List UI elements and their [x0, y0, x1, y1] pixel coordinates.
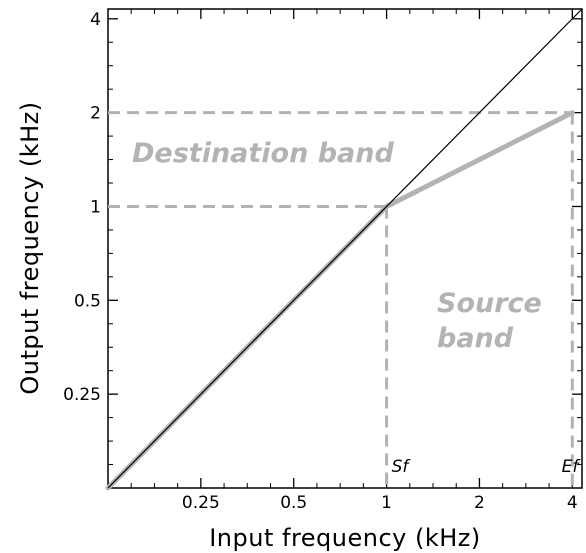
y-tick-label: 2 [90, 104, 101, 124]
plot-frame [107, 8, 583, 489]
annotation-destination-band: Destination band [132, 138, 394, 169]
tick-labels: 0.25 0.5 1 2 4 0.25 0.5 1 2 4 [63, 10, 578, 513]
y-tick-label: 4 [90, 10, 101, 30]
y-tick-label: 0.5 [74, 291, 101, 311]
y-tick-label: 0.25 [63, 385, 101, 405]
series-lines [105, 8, 583, 491]
annotation-source-band-line1: Source [437, 288, 542, 319]
marker-ef: Ef [562, 457, 582, 477]
x-tick-label: 1 [381, 493, 392, 513]
series-identity [107, 8, 583, 489]
x-axis-title: Input frequency (kHz) [209, 524, 481, 552]
x-tick-label: 2 [474, 493, 485, 513]
band-guides [108, 111, 574, 488]
x-tick-label: 0.5 [280, 493, 307, 513]
x-tick-label: 4 [567, 493, 578, 513]
y-tick-label: 1 [90, 197, 101, 217]
annotation-source-band-line2: band [437, 323, 514, 354]
y-axis-title: Output frequency (kHz) [16, 101, 44, 394]
minor-ticks [108, 9, 582, 488]
x-tick-label: 0.25 [182, 493, 220, 513]
marker-sf: Sf [392, 457, 412, 477]
